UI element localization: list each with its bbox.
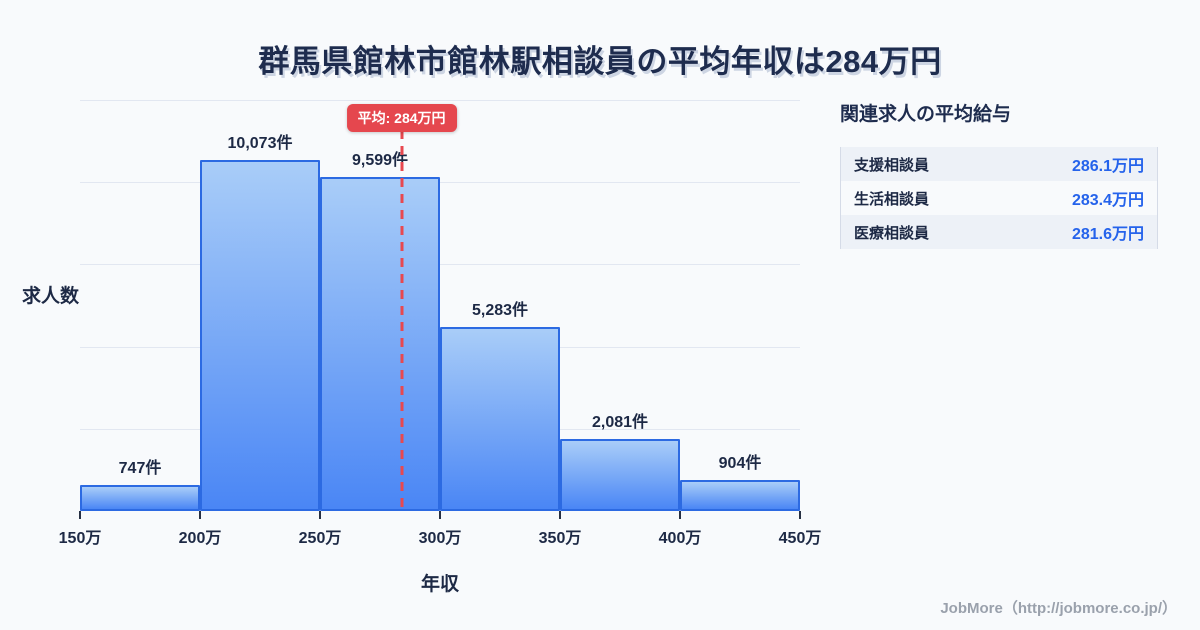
job-title-label: 生活相談員 [854, 190, 930, 208]
x-axis-tick [199, 511, 201, 519]
page-title: 群馬県館林市館林駅相談員の平均年収は284万円 [258, 44, 942, 79]
histogram-bar [560, 438, 680, 511]
related-job-row: 医療相談員 281.6万円 [841, 215, 1157, 249]
x-axis-tick [559, 511, 561, 519]
y-axis-title: 求人数 [22, 286, 80, 307]
bar-value-label: 747件 [118, 459, 162, 477]
bar-value-label: 5,283件 [471, 302, 529, 319]
histogram-bar [200, 160, 320, 511]
job-salary-value: 281.6万円 [1071, 226, 1144, 243]
bar-slot: 747件 [80, 460, 200, 511]
bar-slot: 904件 [680, 455, 800, 511]
credit-text: JobMore（http://jobmore.co.jp/） [940, 600, 1177, 617]
histogram-bar [440, 327, 560, 511]
related-job-row: 生活相談員 283.4万円 [841, 181, 1157, 215]
bar-value-label: 904件 [718, 454, 762, 472]
average-badge: 平均: 284万円 [346, 104, 457, 132]
histogram-bar [320, 176, 440, 511]
bar-value-label: 9,599件 [351, 151, 409, 169]
x-axis-title: 年収 [420, 574, 459, 595]
x-axis-tick [319, 511, 321, 519]
job-salary-value: 283.4万円 [1071, 192, 1144, 209]
histogram-bar [680, 479, 800, 511]
panel-title: 関連求人の平均給与 [840, 104, 1012, 125]
x-axis-tick [679, 511, 681, 519]
related-jobs-panel: 関連求人の平均給与 支援相談員 286.1万円生活相談員 283.4万円医療相談員 2… [840, 103, 1158, 249]
histogram-bar [80, 484, 200, 511]
x-axis-tick [79, 511, 81, 519]
x-axis-tick-label: 400万 [658, 530, 702, 547]
gridline [80, 264, 800, 266]
gridline [80, 182, 800, 184]
job-title-label: 支援相談員 [854, 156, 930, 174]
bar-slot: 2,081件 [560, 414, 680, 511]
x-axis-tick-label: 200万 [178, 530, 222, 547]
related-job-row: 支援相談員 286.1万円 [841, 147, 1157, 181]
bar-slot: 9,599件 [320, 152, 440, 511]
bar-value-label: 2,081件 [591, 413, 649, 431]
x-axis-tick-label: 350万 [538, 530, 582, 547]
x-axis-tick-label: 250万 [298, 530, 342, 547]
plot-area: 平均: 284万円 747件 10,073件 9,599件 5,283件 2,081件 9… [59, 100, 821, 547]
x-axis-tick-label: 450万 [778, 530, 822, 547]
average-line [400, 130, 404, 511]
x-axis-tick-label: 150万 [58, 530, 102, 547]
x-axis-tick-label: 300万 [418, 530, 462, 547]
job-salary-value: 286.1万円 [1071, 158, 1144, 175]
x-axis-tick [439, 511, 441, 519]
gridline [80, 100, 800, 101]
related-jobs-table: 支援相談員 286.1万円生活相談員 283.4万円医療相談員 281.6万円 [840, 147, 1158, 249]
bar-slot: 10,073件 [200, 135, 320, 511]
job-title-label: 医療相談員 [854, 224, 930, 242]
bar-value-label: 10,073件 [227, 135, 293, 153]
bar-slot: 5,283件 [440, 302, 560, 511]
x-axis-tick [799, 511, 801, 519]
